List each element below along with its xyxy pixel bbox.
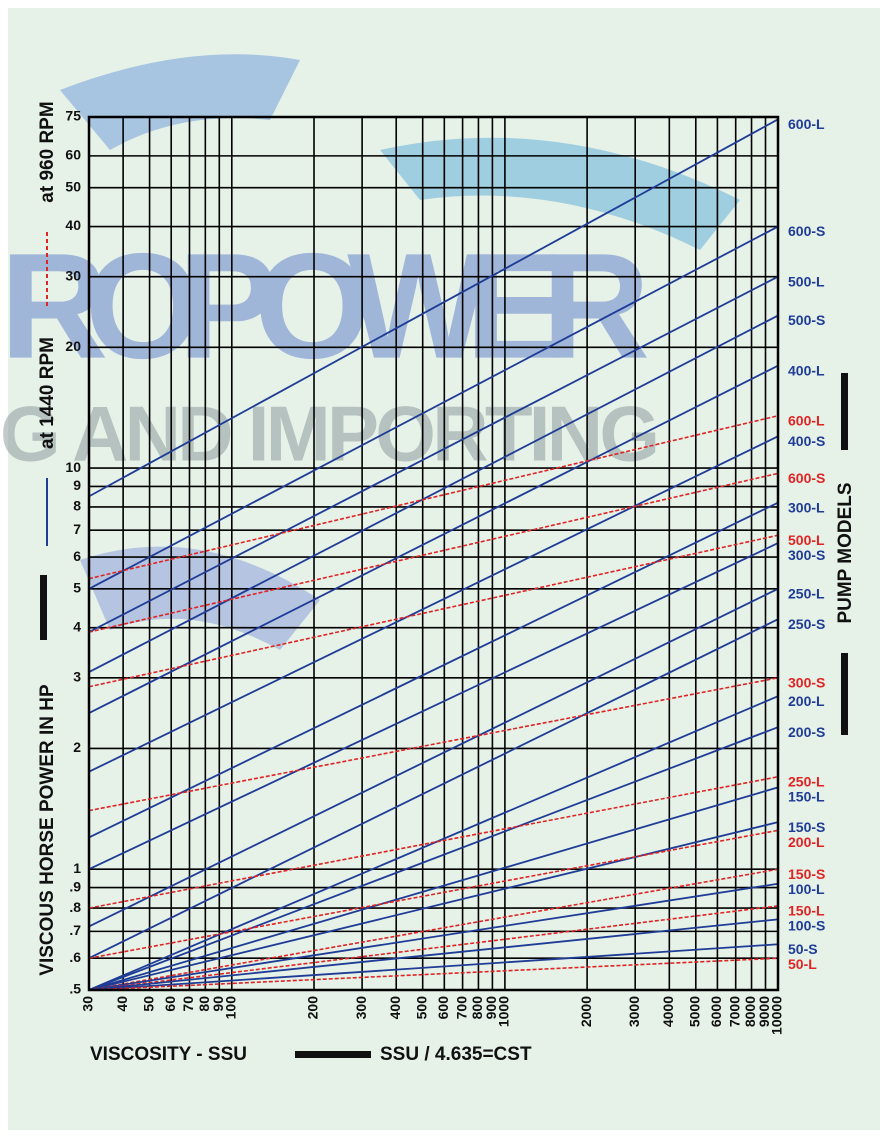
- y-tick-label: 2: [73, 739, 81, 755]
- x-tick-label: 1000: [496, 996, 512, 1027]
- y-tick-label: 40: [65, 217, 81, 233]
- separator-bar: [295, 1051, 371, 1058]
- series-label: 150-S: [788, 866, 825, 882]
- y-tick-label: 8: [73, 498, 81, 514]
- separator-bar: [841, 373, 848, 450]
- series-label: 300-S: [788, 547, 825, 563]
- x-tick-label: 600: [435, 996, 451, 1020]
- x-tick-label: 500: [413, 996, 429, 1020]
- series-label: 300-L: [788, 499, 825, 515]
- series-label: 400-S: [788, 433, 825, 449]
- watermark: G AND IMPORTING: [0, 390, 660, 478]
- series-label: 50-S: [788, 941, 818, 957]
- series-label: 500-L: [788, 532, 825, 548]
- x-tick-label: 2000: [578, 996, 594, 1027]
- y-tick-label: 75: [65, 108, 81, 124]
- y-tick-label: 5: [73, 580, 81, 596]
- series-label: 600-S: [788, 470, 825, 486]
- legend-label: at 1440 RPM: [37, 337, 58, 449]
- series-label: 600-L: [788, 116, 825, 132]
- x-tick-label: 10000: [769, 996, 785, 1035]
- series-label: 100-S: [788, 918, 825, 934]
- series-label: 500-S: [788, 312, 825, 328]
- y-tick-label: .5: [69, 981, 81, 997]
- y-tick-label: .8: [69, 899, 81, 915]
- series-label: 500-L: [788, 273, 825, 289]
- x-tick-label: 4000: [660, 996, 676, 1027]
- x-tick-label: 70: [180, 996, 196, 1012]
- x-tick-label: 300: [353, 996, 369, 1020]
- y-tick-label: 1: [73, 860, 81, 876]
- x-tick-label: 5000: [686, 996, 702, 1027]
- x-tick-label: 7000: [726, 996, 742, 1027]
- series-label: 250-S: [788, 616, 825, 632]
- x-tick-label: 200: [305, 996, 321, 1020]
- x-tick-label: 400: [387, 996, 403, 1020]
- y-tick-label: .6: [69, 949, 81, 965]
- right-axis-title: PUMP MODELS: [835, 482, 856, 623]
- series-label: 600-L: [788, 412, 825, 428]
- x-tick-label: 30: [80, 996, 96, 1012]
- x-tick-label: 40: [114, 996, 130, 1012]
- y-tick-label: 6: [73, 548, 81, 564]
- y-tick-label: 7: [73, 521, 81, 537]
- y-tick-label: 50: [65, 178, 81, 194]
- series-label: 200-L: [788, 834, 825, 850]
- x-tick-label: 100: [223, 996, 239, 1020]
- x-tick-label: 60: [162, 996, 178, 1012]
- y-tick-label: .7: [69, 922, 81, 938]
- series-label: 150-S: [788, 819, 825, 835]
- y-tick-label: 3: [73, 669, 81, 685]
- y-tick-label: 10: [65, 459, 81, 475]
- legend-label: at 960 RPM: [37, 101, 58, 202]
- series-label: 100-L: [788, 881, 825, 897]
- y-tick-label: 9: [73, 477, 81, 493]
- series-label: 200-L: [788, 693, 825, 709]
- series-label: 150-L: [788, 903, 825, 919]
- y-axis-title: VISCOUS HORSE POWER IN HP: [37, 684, 58, 976]
- series-label: 400-L: [788, 362, 825, 378]
- x-axis-note: SSU / 4.635=CST: [380, 1044, 532, 1065]
- series-label: 300-S: [788, 675, 825, 691]
- x-tick-label: 3000: [626, 996, 642, 1027]
- x-tick-label: 50: [140, 996, 156, 1012]
- series-label: 200-S: [788, 724, 825, 740]
- series-label: 250-L: [788, 586, 825, 602]
- separator-bar: [841, 653, 848, 735]
- chart: ROPOWERG AND IMPORTING 30405060708090100…: [0, 0, 888, 1137]
- series-label: 600-S: [788, 223, 825, 239]
- separator-bar: [40, 575, 47, 640]
- x-tick-label: 700: [453, 996, 469, 1020]
- watermark: ROPOWER: [0, 222, 650, 390]
- x-tick-label: 6000: [708, 996, 724, 1027]
- y-tick-label: .9: [69, 878, 81, 894]
- y-tick-label: 60: [65, 147, 81, 163]
- y-tick-label: 30: [65, 267, 81, 283]
- series-label: 50-L: [788, 956, 817, 972]
- series-label: 250-L: [788, 773, 825, 789]
- series-label: 150-L: [788, 788, 825, 804]
- x-axis-title: VISCOSITY - SSU: [90, 1044, 247, 1065]
- y-tick-label: 20: [65, 338, 81, 354]
- y-tick-label: 4: [73, 618, 81, 634]
